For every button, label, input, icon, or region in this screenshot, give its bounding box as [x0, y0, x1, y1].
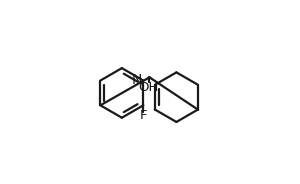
Text: N: N [132, 73, 142, 87]
Text: F: F [140, 109, 147, 122]
Text: OH: OH [138, 82, 158, 94]
